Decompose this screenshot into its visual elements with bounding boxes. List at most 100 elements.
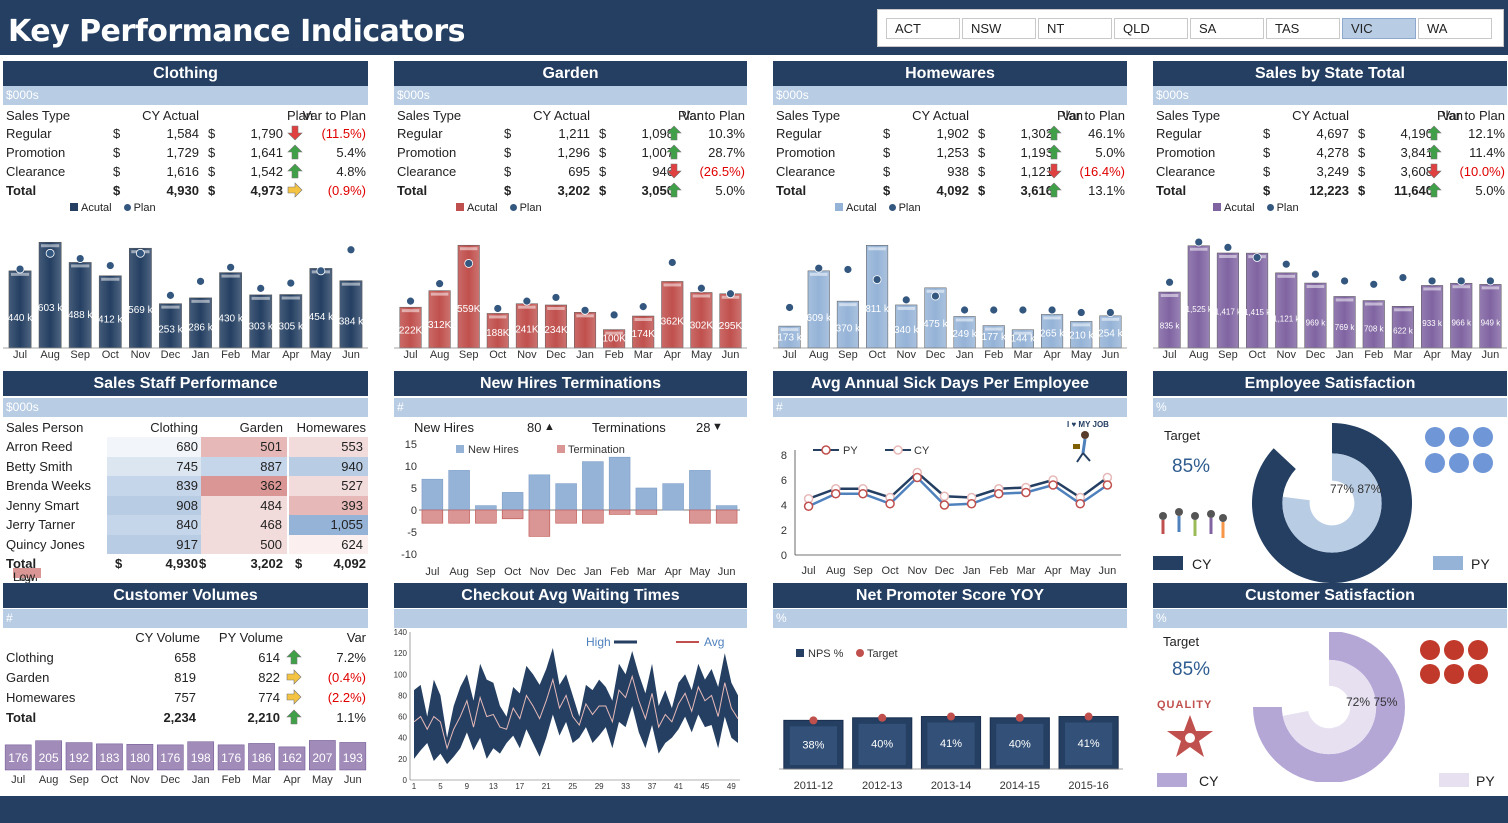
plan-marker: [522, 296, 532, 306]
bar-highlight: [1160, 294, 1179, 298]
bar-highlight: [809, 272, 828, 276]
cy-legend: CY: [1199, 773, 1219, 789]
x-tick-label: Nov: [896, 349, 916, 361]
x-tick-label: 45: [700, 782, 709, 791]
variance-value: (11.5%): [321, 126, 366, 141]
low-swatch: [13, 568, 41, 578]
variance-value: (16.4%): [1079, 164, 1125, 179]
header-var: Var: [346, 630, 366, 645]
x-tick-label: Jul: [1163, 349, 1177, 361]
state-button-qld[interactable]: QLD: [1114, 18, 1188, 39]
series-point: [1021, 487, 1031, 498]
plan-dot: [1266, 204, 1274, 211]
arrow-up-icon: [666, 144, 682, 165]
donut-values: 77% 87%: [1330, 482, 1382, 496]
x-tick-label: Mar: [252, 774, 271, 786]
termination-bar: [635, 509, 658, 515]
header-plan: Plan: [286, 108, 313, 123]
state-button-vic[interactable]: VIC: [1342, 18, 1416, 39]
row-label: Regular: [397, 126, 443, 141]
sick-days-chart: 8 6 4 2 0 PY CY Jul Aug Sep Oct Nov Dec Jan Feb Mar Apr M…: [781, 420, 1121, 577]
arrow-up-icon: [287, 163, 303, 184]
legend-cy: CY: [914, 445, 930, 457]
bar-may: [1450, 282, 1473, 349]
cell-value: 527: [341, 478, 363, 493]
bar-aug: [38, 241, 62, 349]
table-row: Total 2,234 2,210 1.1%: [3, 708, 368, 727]
cy-value: 1,729: [166, 145, 199, 160]
bar-jan: [574, 312, 597, 349]
bar-data-label: 173 k: [777, 332, 802, 343]
panel-title: Garden: [394, 61, 747, 86]
y-tick-label: 0: [411, 505, 417, 517]
heat-cell: [289, 515, 368, 535]
state-button-nsw[interactable]: NSW: [962, 18, 1036, 39]
x-tick-label: Dec: [546, 349, 566, 361]
bar-highlight: [40, 244, 60, 248]
currency-symbol: $: [978, 183, 986, 198]
legend-target: Target: [867, 648, 898, 660]
bar-highlight: [191, 299, 210, 303]
y-tick-label: 20: [398, 755, 407, 764]
state-button-tas[interactable]: TAS: [1266, 18, 1340, 39]
series-point: [1102, 480, 1113, 490]
arrow-up-icon: [287, 144, 303, 165]
state-button-act[interactable]: ACT: [886, 18, 960, 39]
cy-value: 4,697: [1316, 126, 1349, 141]
homewares-panel: Homewares $000s Sales Type CY Actual Plan Var…: [773, 61, 1127, 361]
cy-value: 757: [174, 690, 196, 705]
x-tick-label: Jun: [1482, 349, 1500, 361]
py-legend: PY: [1476, 773, 1495, 789]
bar-highlight: [692, 294, 711, 298]
header-cy-volume: CY Volume: [135, 630, 200, 645]
bar-highlight: [341, 282, 361, 286]
x-tick-label: Nov: [130, 774, 150, 786]
plan-value: 11,640: [1393, 183, 1433, 198]
bar-data-label: 40%: [871, 738, 893, 750]
y-tick-label: 10: [405, 461, 417, 473]
chart-legend: NPS % Target: [796, 648, 898, 660]
table-total-row: Total $4,930 $3,202 $4,092: [3, 554, 368, 573]
heat-cell: [201, 495, 287, 515]
chart-legend: Acutal Plan: [1213, 202, 1299, 214]
bar-data-label: 38%: [802, 740, 824, 752]
x-tick-label: 37: [648, 782, 657, 791]
state-button-wa[interactable]: WA: [1418, 18, 1492, 39]
bar-apr: [661, 281, 684, 349]
x-tick-label: Aug: [430, 349, 450, 361]
panel-title: Customer Satisfaction: [1153, 583, 1507, 608]
bar-data-label: 488 k: [68, 310, 93, 321]
bar-data-label: 305 k: [279, 321, 304, 332]
currency-symbol: $: [1263, 164, 1271, 179]
cell-value: 362: [260, 478, 282, 493]
bar-data-label: 241K: [515, 324, 539, 335]
cy-value: 3,202: [557, 183, 590, 198]
variance-value: 7.2%: [336, 650, 366, 665]
bar-data-label: 180: [130, 751, 150, 765]
series-point: [885, 499, 895, 509]
x-tick-label: Apr: [1045, 565, 1062, 577]
plan-marker: [785, 303, 794, 312]
currency-symbol: $: [1358, 126, 1366, 141]
x-tick-label: Feb: [989, 565, 1008, 577]
currency-symbol: $: [599, 126, 607, 141]
bar-highlight: [1043, 316, 1061, 320]
plan-marker: [1369, 279, 1379, 289]
monthly-bar-chart: 173 k 609 k 370 k 811 k 340 k 475 k 249 k 177 k…: [773, 245, 1127, 361]
x-tick-label: Nov: [530, 566, 550, 578]
y-tick-label: 8: [781, 450, 787, 462]
person-name: Jerry Tarner: [6, 517, 76, 532]
arrow-up-icon: [666, 182, 682, 203]
arrow-up-icon: [286, 709, 302, 730]
legend-actual: Acutal: [467, 202, 498, 214]
x-tick-label: Feb: [1364, 349, 1383, 361]
legend-plan: Plan: [898, 202, 921, 214]
heat-cell: [201, 515, 287, 535]
state-button-nt[interactable]: NT: [1038, 18, 1112, 39]
up-triangle-icon: ▲: [544, 421, 555, 433]
state-button-sa[interactable]: SA: [1190, 18, 1264, 39]
currency-symbol: $: [295, 556, 303, 571]
x-tick-label: Apr: [282, 349, 299, 361]
panel-title: Homewares: [773, 61, 1127, 86]
hires-bar: [608, 456, 631, 511]
